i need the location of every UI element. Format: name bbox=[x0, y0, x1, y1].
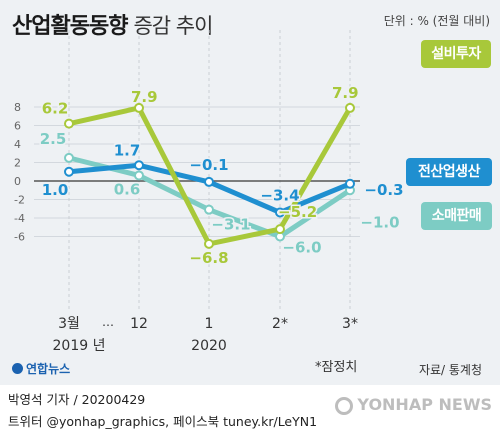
x-tick-label: 3월 bbox=[58, 316, 80, 332]
x-tick-label: 1 bbox=[205, 316, 214, 332]
data-point bbox=[345, 178, 355, 189]
y-tick-label: -4 bbox=[14, 212, 25, 225]
data-point bbox=[275, 207, 285, 218]
legend-equipment-investment: 설비투자 bbox=[421, 40, 491, 68]
y-tick-label: 0 bbox=[14, 175, 21, 188]
year-label-2020: 2020 bbox=[191, 338, 227, 354]
data-point bbox=[204, 204, 214, 215]
y-tick-label: 2 bbox=[14, 157, 21, 170]
x-tick-label: 2* bbox=[272, 316, 288, 332]
x-tick-label: 12 bbox=[130, 316, 148, 332]
data-point bbox=[64, 166, 74, 177]
line-chart: 8 6 4 2 0 -2 -4 -6 3월 12 1 2* 3* … 2019 년 2020 6.2 7.9 −6.… bbox=[14, 30, 405, 354]
watermark-text: YONHAP NEWS bbox=[357, 395, 492, 414]
footnote: *잠정치 bbox=[315, 360, 358, 375]
data-label: 6.2 bbox=[42, 100, 69, 118]
legend-retail-sales: 소매판매 bbox=[421, 202, 492, 230]
data-label: −0.3 bbox=[364, 181, 403, 199]
year-label-2019: 2019 년 bbox=[53, 338, 106, 354]
x-tick-label: 3* bbox=[342, 316, 358, 332]
y-tick-label: -2 bbox=[14, 194, 25, 207]
source-note: 자료/ 통계청 bbox=[418, 363, 482, 377]
unit-label: 단위 : % (전월 대비) bbox=[383, 14, 490, 28]
chart-title: 산업활동동향 증감 추이 bbox=[12, 8, 213, 40]
data-point bbox=[204, 238, 214, 249]
data-point bbox=[204, 176, 214, 187]
x-ellipsis: … bbox=[102, 315, 114, 329]
data-point bbox=[275, 224, 285, 235]
data-label: 0.6 bbox=[114, 180, 141, 198]
data-label: 1.7 bbox=[114, 141, 141, 159]
chart-card bbox=[0, 0, 500, 385]
data-point bbox=[345, 102, 355, 113]
legend-industrial-production: 전산업생산 bbox=[406, 158, 492, 186]
data-point bbox=[64, 152, 74, 163]
data-label: 2.5 bbox=[40, 130, 67, 148]
data-label: −6.8 bbox=[189, 249, 228, 267]
y-tick-label: -6 bbox=[14, 231, 25, 244]
watermark-icon bbox=[335, 397, 354, 415]
data-label: −3.4 bbox=[260, 186, 299, 204]
data-point bbox=[134, 170, 144, 181]
data-label: 7.9 bbox=[332, 84, 359, 102]
data-label: 1.0 bbox=[42, 181, 69, 199]
data-label: −6.0 bbox=[282, 239, 321, 257]
y-tick-label: 4 bbox=[14, 138, 21, 151]
data-point bbox=[134, 102, 144, 113]
watermark: YONHAP NEWS bbox=[335, 395, 492, 415]
title-main: 산업활동동향 bbox=[12, 14, 128, 39]
title-sub: 증감 추이 bbox=[133, 14, 213, 38]
yonhap-logo: 연합뉴스 bbox=[12, 360, 70, 377]
credit-line-1: 박영석 기자 / 20200429 bbox=[8, 392, 146, 407]
data-point bbox=[134, 160, 144, 171]
data-point bbox=[64, 118, 74, 129]
data-label: 7.9 bbox=[131, 88, 158, 106]
data-label: −3.1 bbox=[211, 216, 250, 234]
y-tick-label: 6 bbox=[14, 120, 21, 133]
y-tick-label: 8 bbox=[14, 101, 21, 114]
data-label: −0.1 bbox=[189, 156, 228, 174]
yonhap-logo-icon bbox=[12, 363, 23, 374]
data-label: −5.2 bbox=[278, 203, 317, 221]
credit-line-2: 트위터 @yonhap_graphics, 페이스북 tuney.kr/LeYN… bbox=[8, 414, 318, 429]
data-label: −1.0 bbox=[360, 213, 399, 231]
logo-text: 연합뉴스 bbox=[26, 362, 71, 376]
